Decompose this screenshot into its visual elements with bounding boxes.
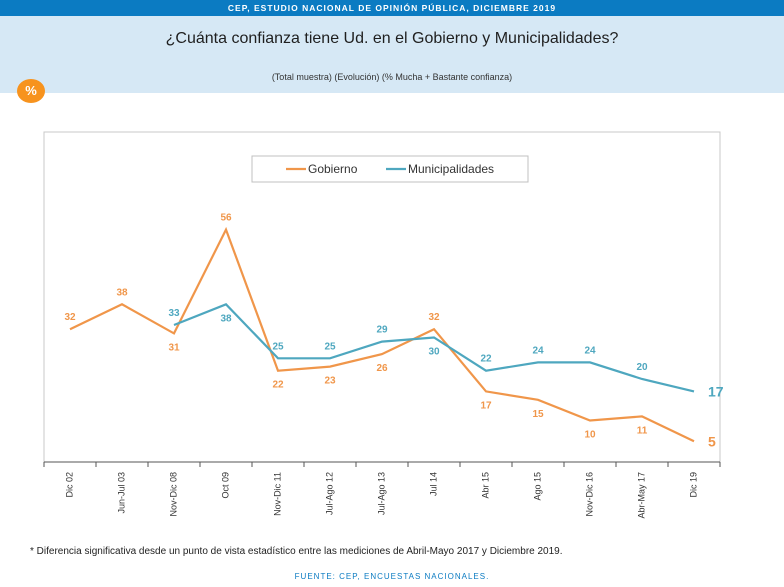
- data-label: 22: [272, 380, 284, 391]
- data-label: 15: [532, 409, 544, 420]
- source-note: FUENTE: CEP, ENCUESTAS NACIONALES.: [294, 572, 490, 581]
- x-tick-label: Nov-Dic 08: [168, 472, 178, 517]
- data-label: 26: [376, 363, 388, 374]
- chart-title: ¿Cuánta confianza tiene Ud. en el Gobier…: [165, 30, 619, 47]
- data-label: 25: [324, 341, 336, 352]
- data-label: 30: [428, 347, 440, 358]
- data-label-end: 5: [708, 433, 716, 449]
- chart-legend: Gobierno Municipalidades: [251, 155, 529, 183]
- series-line-municipalidades: [173, 303, 695, 393]
- x-tick-label: Abr-May 17: [636, 472, 646, 519]
- data-label: 38: [116, 287, 128, 298]
- x-tick-label: Jun-Jul 03: [116, 472, 126, 514]
- plot-frame: [43, 131, 721, 463]
- data-label: 23: [324, 376, 336, 387]
- x-tick-label: Oct 09: [220, 472, 230, 499]
- data-label: 24: [584, 345, 596, 356]
- x-tick-label: Jul-Ago 13: [376, 472, 386, 515]
- legend-label: Municipalidades: [408, 162, 494, 176]
- header-panel: ¿Cuánta confianza tiene Ud. en el Gobier…: [0, 16, 784, 93]
- data-label: 24: [532, 345, 544, 356]
- data-label: 56: [220, 213, 232, 224]
- data-label: 20: [636, 362, 648, 373]
- series-line-gobierno: [69, 226, 695, 443]
- percent-badge-icon: %: [17, 79, 45, 103]
- top-banner: CEP, ESTUDIO NACIONAL DE OPINIÓN PÚBLICA…: [0, 0, 784, 16]
- x-tick-label: Dic 02: [64, 472, 74, 498]
- data-label: 25: [272, 341, 284, 352]
- x-tick-label: Jul-Ago 12: [324, 472, 334, 515]
- data-label: 31: [168, 342, 180, 353]
- data-label: 10: [584, 430, 596, 441]
- x-tick-label: Jul 14: [428, 472, 438, 496]
- data-label: 29: [376, 325, 388, 336]
- data-label: 11: [637, 425, 648, 436]
- data-label: 32: [64, 312, 76, 323]
- x-tick-label: Ago 15: [532, 472, 542, 501]
- x-tick-label: Nov-Dic 16: [584, 472, 594, 517]
- x-tick-label: Nov-Dic 11: [272, 472, 282, 516]
- x-tick-label: Dic 19: [688, 472, 698, 498]
- x-tick-label: Abr 15: [480, 472, 490, 499]
- legend-label: Gobierno: [308, 162, 358, 176]
- data-label: 17: [480, 400, 492, 411]
- footnote: * Diferencia significativa desde un punt…: [30, 546, 563, 557]
- data-label: 32: [428, 312, 440, 323]
- data-label-end: 17: [708, 383, 724, 399]
- chart-subtitle: (Total muestra) (Evolución) (% Mucha + B…: [271, 72, 513, 82]
- data-label: 33: [168, 308, 180, 319]
- data-label: 22: [480, 354, 492, 365]
- data-label: 38: [220, 313, 232, 324]
